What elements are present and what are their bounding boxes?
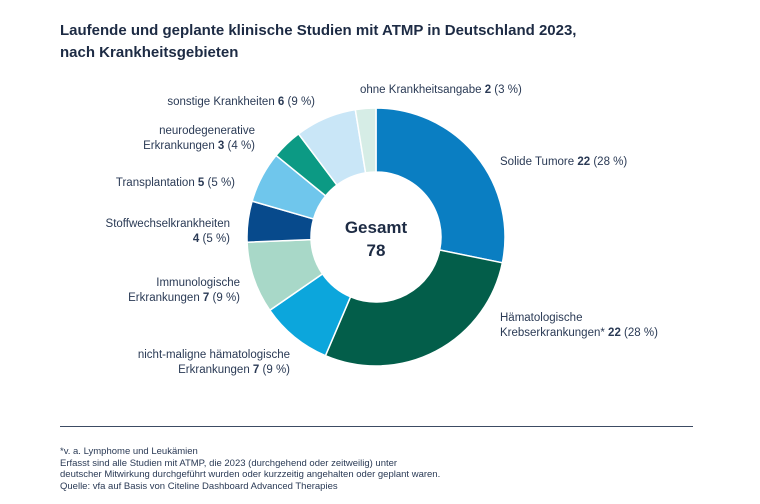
center-total-value: 78	[366, 241, 386, 260]
footnotes: *v. a. Lymphome und Leukämien Erfasst si…	[60, 446, 440, 492]
slice-label-text: Transplantation	[115, 177, 195, 189]
slice-label: Immunologische Erkrankungen 7 (9 %)	[128, 276, 240, 306]
divider-line	[60, 426, 693, 427]
slice-label: nicht-maligne hämatologische Erkrankungen…	[138, 348, 290, 378]
chart-title-line-1: Laufende und geplante klinische Studien …	[60, 22, 577, 39]
slice-label-text: Immunologische	[156, 277, 240, 289]
slice-percentage: (28 %)	[590, 156, 628, 168]
slice-label-text: Erkrankungen	[128, 292, 200, 304]
slice-value: 7	[252, 364, 260, 376]
slice-percentage: (9 %)	[259, 364, 290, 376]
slice-value: 5	[197, 177, 205, 189]
slice-value: 4	[192, 233, 200, 245]
slice-value: 22	[577, 156, 591, 168]
slice-label-text: Stoffwechselkrankheiten	[105, 218, 230, 230]
slice-label: ohne Krankheitsangabe 2 (3 %)	[360, 83, 522, 98]
slice-percentage: (3 %)	[491, 84, 522, 96]
slice-label: Solide Tumore 22 (28 %)	[500, 155, 627, 170]
slice-value: 3	[217, 140, 225, 152]
slice-percentage: (5 %)	[199, 233, 230, 245]
donut-slice	[375, 107, 506, 264]
donut-slice	[324, 249, 504, 367]
center-label-text: Gesamt	[344, 218, 408, 237]
slice-label: Transplantation 5 (5 %)	[116, 176, 235, 191]
slice-label-text: neurodegenerative	[159, 125, 255, 137]
slice-percentage: (28 %)	[620, 327, 658, 339]
slice-label: sonstige Krankheiten 6 (9 %)	[167, 95, 315, 110]
chart-title-line-2: nach Krankheitsgebieten	[60, 44, 239, 61]
slice-label-text: nicht-maligne hämatologische	[137, 349, 290, 361]
slice-label: neurodegenerative Erkrankungen 3 (4 %)	[143, 124, 255, 154]
slice-label: Hämatologische Krebserkrankungen* 22 (28 …	[500, 311, 658, 341]
slice-label-text: Erkrankungen	[178, 364, 250, 376]
slice-label: Stoffwechselkrankheiten 4 (5 %)	[106, 217, 230, 247]
slice-percentage: (9 %)	[284, 96, 315, 108]
slice-label-text: Krebserkrankungen*	[500, 327, 605, 339]
slice-percentage: (5 %)	[204, 177, 235, 189]
slice-label-text: ohne Krankheitsangabe	[360, 84, 482, 96]
slice-value: 7	[202, 292, 210, 304]
slice-label-text: Erkrankungen	[143, 140, 215, 152]
slice-value: 2	[484, 84, 492, 96]
slice-value: 6	[277, 96, 285, 108]
slice-percentage: (9 %)	[209, 292, 240, 304]
footnote-line: *v. a. Lymphome und Leukämien	[60, 446, 198, 457]
slice-value: 22	[608, 327, 621, 339]
slice-percentage: (4 %)	[224, 140, 255, 152]
donut-center-label: Gesamt 78	[316, 216, 436, 262]
chart-title: Laufende und geplante klinische Studien …	[60, 20, 576, 64]
slice-label-text: Solide Tumore	[500, 156, 575, 168]
slice-label-text: Hämatologische	[500, 312, 583, 324]
slice-label-text: sonstige Krankheiten	[167, 96, 275, 108]
donut-slice	[354, 107, 377, 174]
footnote-line: Erfasst sind alle Studien mit ATMP, die …	[60, 457, 398, 469]
footnote-line: deutscher Mitwirkung durchgeführt wurden…	[60, 469, 441, 481]
footnote-line: Quelle: vfa auf Basis von Citeline Dashb…	[60, 480, 338, 492]
